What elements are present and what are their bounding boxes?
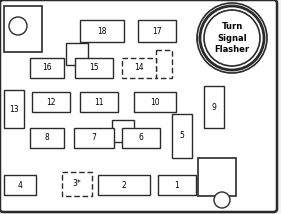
Bar	[134, 92, 176, 112]
Bar	[122, 128, 160, 148]
Text: 7: 7	[92, 134, 96, 143]
FancyBboxPatch shape	[0, 0, 277, 212]
Text: 5: 5	[180, 131, 184, 141]
Text: 8: 8	[45, 134, 49, 143]
Text: 4: 4	[17, 180, 22, 190]
Bar	[80, 92, 118, 112]
Bar	[112, 120, 134, 142]
Text: 2: 2	[122, 180, 126, 190]
Bar	[98, 175, 150, 195]
Text: Turn
Signal
Flasher: Turn Signal Flasher	[214, 22, 250, 54]
Bar	[4, 6, 42, 52]
Text: 16: 16	[42, 64, 52, 73]
Bar	[62, 172, 92, 196]
Text: 13: 13	[9, 104, 19, 113]
Text: 6: 6	[139, 134, 143, 143]
Text: 18: 18	[97, 27, 107, 36]
Text: 17: 17	[152, 27, 162, 36]
Bar	[74, 128, 114, 148]
Bar	[158, 175, 196, 195]
Text: 3*: 3*	[72, 180, 81, 189]
Circle shape	[200, 6, 264, 70]
Bar	[122, 58, 156, 78]
Text: 10: 10	[150, 98, 160, 107]
Text: 1: 1	[175, 180, 179, 190]
Text: 12: 12	[46, 98, 56, 107]
Bar	[30, 58, 64, 78]
Text: 14: 14	[134, 64, 144, 73]
Bar	[32, 92, 70, 112]
Bar	[80, 20, 124, 42]
Circle shape	[204, 10, 260, 66]
Text: 9: 9	[212, 103, 216, 111]
Bar	[75, 58, 113, 78]
Bar	[204, 86, 224, 128]
Bar	[156, 50, 172, 78]
Circle shape	[9, 17, 27, 35]
Bar	[66, 43, 88, 65]
Bar	[138, 20, 176, 42]
Bar	[30, 128, 64, 148]
Bar	[4, 175, 36, 195]
Text: 11: 11	[94, 98, 104, 107]
Text: 15: 15	[89, 64, 99, 73]
Bar	[198, 158, 236, 196]
Circle shape	[214, 192, 230, 208]
Circle shape	[197, 3, 267, 73]
Bar	[172, 114, 192, 158]
Bar	[4, 90, 24, 128]
